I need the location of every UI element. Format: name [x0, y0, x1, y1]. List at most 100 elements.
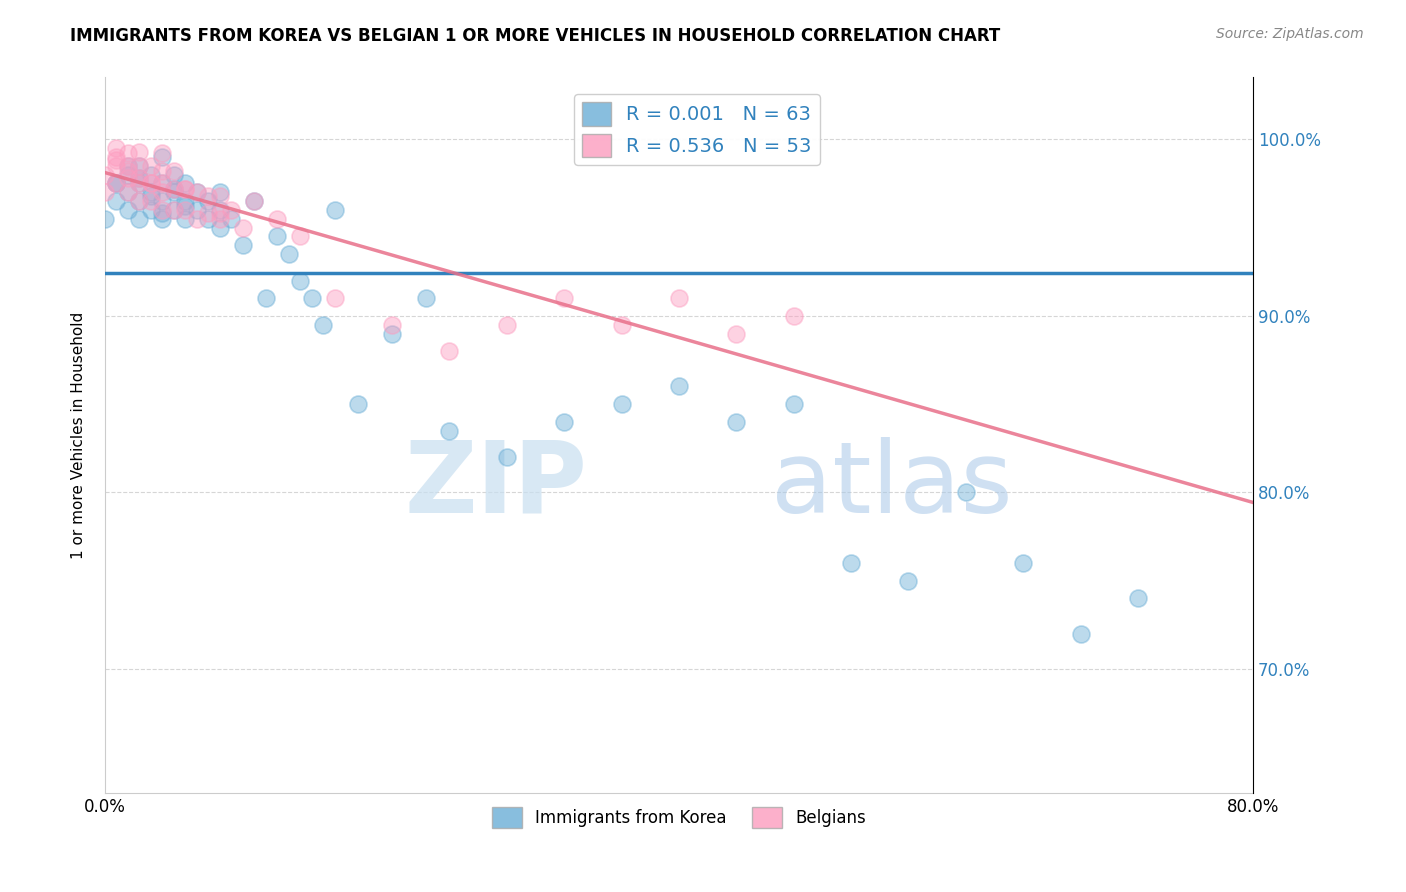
Point: [323, 291, 346, 305]
Point: [139, 186, 162, 200]
Point: [128, 211, 150, 226]
Point: [163, 202, 186, 217]
Point: [174, 199, 197, 213]
Point: [839, 556, 862, 570]
Point: [128, 177, 150, 191]
Point: [381, 326, 404, 341]
Point: [610, 397, 633, 411]
Point: [208, 206, 231, 220]
Point: [266, 229, 288, 244]
Point: [610, 318, 633, 332]
Point: [553, 415, 575, 429]
Point: [254, 291, 277, 305]
Point: [139, 177, 162, 191]
Point: [346, 397, 368, 411]
Point: [150, 164, 173, 178]
Point: [174, 202, 197, 217]
Point: [783, 309, 806, 323]
Point: [128, 177, 150, 191]
Point: [150, 146, 173, 161]
Point: [197, 206, 219, 220]
Point: [439, 344, 461, 359]
Point: [668, 291, 690, 305]
Point: [288, 273, 311, 287]
Point: [128, 194, 150, 208]
Point: [105, 177, 128, 191]
Point: [150, 211, 173, 226]
Point: [150, 150, 173, 164]
Point: [117, 186, 139, 200]
Point: [150, 177, 173, 191]
Point: [783, 397, 806, 411]
Point: [186, 202, 208, 217]
Point: [288, 229, 311, 244]
Point: [668, 379, 690, 393]
Point: [725, 326, 748, 341]
Point: [174, 177, 197, 191]
Point: [1126, 591, 1149, 606]
Point: [163, 182, 186, 196]
Point: [1012, 556, 1035, 570]
Point: [139, 194, 162, 208]
Point: [128, 145, 150, 159]
Point: [139, 188, 162, 202]
Point: [117, 159, 139, 173]
Point: [323, 202, 346, 217]
Point: [174, 182, 197, 196]
Point: [197, 188, 219, 202]
Point: [219, 202, 242, 217]
Legend: Immigrants from Korea, Belgians: Immigrants from Korea, Belgians: [485, 801, 873, 834]
Point: [897, 574, 920, 588]
Point: [139, 159, 162, 173]
Point: [266, 211, 288, 226]
Point: [232, 220, 254, 235]
Point: [1070, 626, 1092, 640]
Point: [117, 202, 139, 217]
Point: [128, 194, 150, 208]
Point: [163, 164, 186, 178]
Point: [208, 202, 231, 217]
Point: [163, 182, 186, 196]
Point: [150, 194, 173, 208]
Point: [105, 177, 128, 191]
Point: [312, 318, 335, 332]
Point: [219, 211, 242, 226]
Point: [105, 141, 128, 155]
Text: ZIP: ZIP: [404, 436, 588, 533]
Point: [163, 168, 186, 182]
Point: [117, 168, 139, 182]
Y-axis label: 1 or more Vehicles in Household: 1 or more Vehicles in Household: [72, 311, 86, 558]
Point: [117, 164, 139, 178]
Point: [243, 194, 266, 208]
Point: [174, 211, 197, 226]
Point: [243, 194, 266, 208]
Point: [553, 291, 575, 305]
Point: [381, 318, 404, 332]
Point: [415, 291, 437, 305]
Point: [105, 153, 128, 168]
Text: atlas: atlas: [770, 436, 1012, 533]
Point: [105, 194, 128, 208]
Point: [150, 186, 173, 200]
Text: Source: ZipAtlas.com: Source: ZipAtlas.com: [1216, 27, 1364, 41]
Point: [197, 194, 219, 208]
Point: [232, 238, 254, 252]
Point: [186, 186, 208, 200]
Point: [208, 188, 231, 202]
Point: [94, 211, 117, 226]
Point: [139, 177, 162, 191]
Point: [495, 318, 517, 332]
Text: IMMIGRANTS FROM KOREA VS BELGIAN 1 OR MORE VEHICLES IN HOUSEHOLD CORRELATION CHA: IMMIGRANTS FROM KOREA VS BELGIAN 1 OR MO…: [70, 27, 1001, 45]
Point: [174, 194, 197, 208]
Point: [725, 415, 748, 429]
Point: [117, 146, 139, 161]
Point: [117, 186, 139, 200]
Point: [301, 291, 323, 305]
Point: [186, 186, 208, 200]
Point: [128, 171, 150, 186]
Point: [105, 159, 128, 173]
Point: [128, 171, 150, 186]
Point: [94, 168, 117, 182]
Point: [208, 211, 231, 226]
Point: [150, 177, 173, 191]
